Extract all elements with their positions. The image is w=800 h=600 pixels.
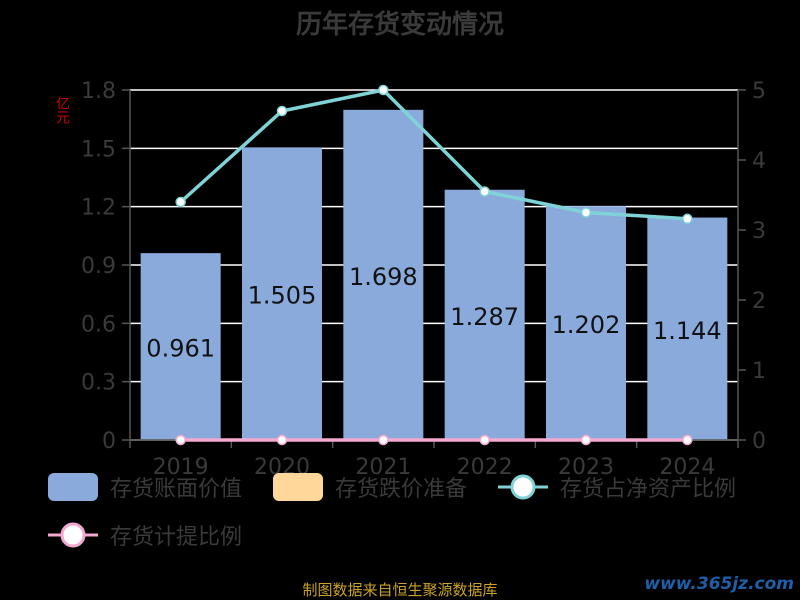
bar-book-value <box>647 217 728 440</box>
point-net-asset-ratio <box>479 186 490 197</box>
line-net-asset-ratio <box>179 88 688 221</box>
chart-title: 历年存货变动情况 <box>295 10 504 40</box>
bar-book-value <box>546 206 626 440</box>
y-left-tick-label: 1.8 <box>81 79 116 104</box>
point-provision-ratio <box>175 434 186 446</box>
legend-label-impairment-reserve: 存货跌价准备 <box>335 477 468 502</box>
y-right-tick-label: 2 <box>752 289 766 314</box>
point-net-asset-ratio <box>580 207 592 218</box>
legend-label-net-asset-ratio: 存货占净资产比例 <box>560 477 737 502</box>
legend-item-net-asset-ratio[interactable]: 存货占净资产比例 <box>498 470 736 504</box>
legend-swatch-book-value <box>48 473 98 501</box>
y-right-tick-label: 1 <box>752 359 766 384</box>
bar-data-label: 1.698 <box>349 263 418 291</box>
bar-data-label: 1.505 <box>248 282 317 310</box>
point-net-asset-ratio <box>378 84 389 96</box>
bar-data-label: 0.961 <box>146 335 215 363</box>
y-left-tick-label: 0 <box>102 429 116 454</box>
x-tick-label: 2019 <box>153 455 209 480</box>
point-provision-ratio <box>682 434 693 446</box>
watermark-logo: www.365jz.com <box>644 574 794 594</box>
bar-book-value <box>140 253 221 440</box>
point-net-asset-ratio <box>175 196 186 208</box>
legend-item-provision-ratio[interactable]: 存货计提比例 <box>48 518 242 552</box>
legend-marker-provision-ratio <box>48 522 98 548</box>
point-net-asset-ratio <box>682 213 693 225</box>
bar-book-value <box>242 147 322 440</box>
bar-data-label: 1.144 <box>653 317 722 345</box>
x-tick-label: 2021 <box>355 455 411 480</box>
y-right-tick-label: 5 <box>752 79 766 104</box>
point-provision-ratio <box>276 434 288 446</box>
bar-data-label: 1.202 <box>552 311 621 339</box>
point-provision-ratio <box>479 434 490 446</box>
bar-data-label: 1.287 <box>450 303 519 331</box>
point-net-asset-ratio <box>276 105 288 117</box>
y-left-tick-label: 1.2 <box>81 196 116 221</box>
bar-book-value <box>444 189 525 440</box>
legend-item-book-value[interactable]: 存货账面价值 <box>48 470 242 504</box>
legend-label-book-value: 存货账面价值 <box>110 477 243 502</box>
y-right-tick-label: 4 <box>752 149 766 174</box>
bar-book-value <box>343 109 424 440</box>
y-right-tick-label: 3 <box>752 219 766 244</box>
legend-marker-net-asset-ratio <box>498 474 548 500</box>
point-provision-ratio <box>378 434 389 446</box>
y-left-tick-label: 0.6 <box>81 312 116 337</box>
y-left-tick-label: 0.3 <box>81 371 116 396</box>
y-left-tick-label: 1.5 <box>81 137 116 162</box>
y-left-tick-label: 0.9 <box>81 254 116 279</box>
y-right-tick-label: 0 <box>752 429 766 454</box>
legend-label-provision-ratio: 存货计提比例 <box>110 525 243 550</box>
x-tick-label: 2024 <box>659 455 715 480</box>
data-source-footer: 制图数据来自恒生聚源数据库 <box>302 581 498 599</box>
legend-item-impairment-reserve[interactable]: 存货跌价准备 <box>273 470 467 504</box>
legend-swatch-impairment-reserve <box>273 473 323 501</box>
point-provision-ratio <box>580 434 592 446</box>
x-tick-label: 2022 <box>457 455 513 480</box>
y-axis-unit: 亿元 <box>54 96 70 124</box>
x-tick-label: 2023 <box>558 455 614 480</box>
